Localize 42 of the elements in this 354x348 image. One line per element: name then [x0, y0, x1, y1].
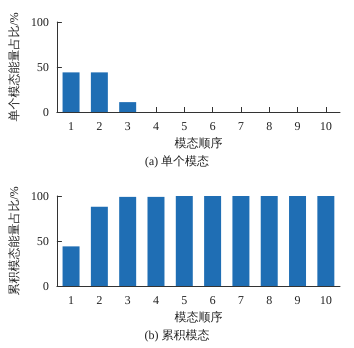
x-tick-label: 1 [68, 293, 74, 307]
text: (b) 累积模态 [144, 328, 210, 342]
x-tick-label: 3 [124, 119, 131, 133]
y-axis-title: 单个模态能量占比/% [7, 12, 21, 122]
y-tick-label: 50 [36, 60, 49, 74]
y-tick-label: 100 [30, 189, 49, 203]
x-tick-label: 6 [210, 119, 216, 133]
bar [119, 196, 136, 286]
bar [204, 196, 222, 286]
x-tick-label: 3 [124, 293, 131, 307]
x-tick-label: 7 [238, 293, 244, 307]
x-tick-label: 9 [294, 119, 301, 133]
x-tick-label: 9 [294, 293, 301, 307]
bar [147, 196, 164, 286]
x-tick-label: 10 [320, 119, 332, 133]
bar [260, 196, 278, 286]
bar [232, 196, 250, 286]
x-axis-title: 模态顺序 [174, 310, 222, 324]
y-tick-label: 0 [42, 105, 49, 119]
bar [62, 246, 80, 286]
y-tick-label: 100 [30, 15, 49, 29]
x-tick-label: 6 [210, 293, 216, 307]
x-tick-label: 8 [266, 293, 272, 307]
x-tick-label: 2 [96, 293, 102, 307]
x-tick-label: 7 [238, 119, 244, 133]
x-tick-label: 4 [152, 119, 159, 133]
x-tick-label: 2 [96, 119, 102, 133]
x-tick-label: 1 [68, 119, 74, 133]
x-tick-label: 5 [181, 293, 188, 307]
x-axis-title: 模态顺序 [174, 136, 222, 150]
x-tick-label: 10 [320, 293, 332, 307]
text: (a) 单个模态 [144, 154, 210, 168]
y-tick-label: 50 [36, 234, 49, 248]
bar [176, 196, 193, 286]
bar [289, 196, 306, 286]
x-tick-label: 8 [266, 119, 272, 133]
y-tick-label: 0 [42, 279, 49, 293]
x-tick-label: 5 [181, 119, 188, 133]
bar [317, 196, 334, 286]
x-tick-label: 4 [152, 293, 159, 307]
bar [90, 206, 108, 286]
y-axis-title: 累积模态能量占比/% [7, 186, 21, 296]
